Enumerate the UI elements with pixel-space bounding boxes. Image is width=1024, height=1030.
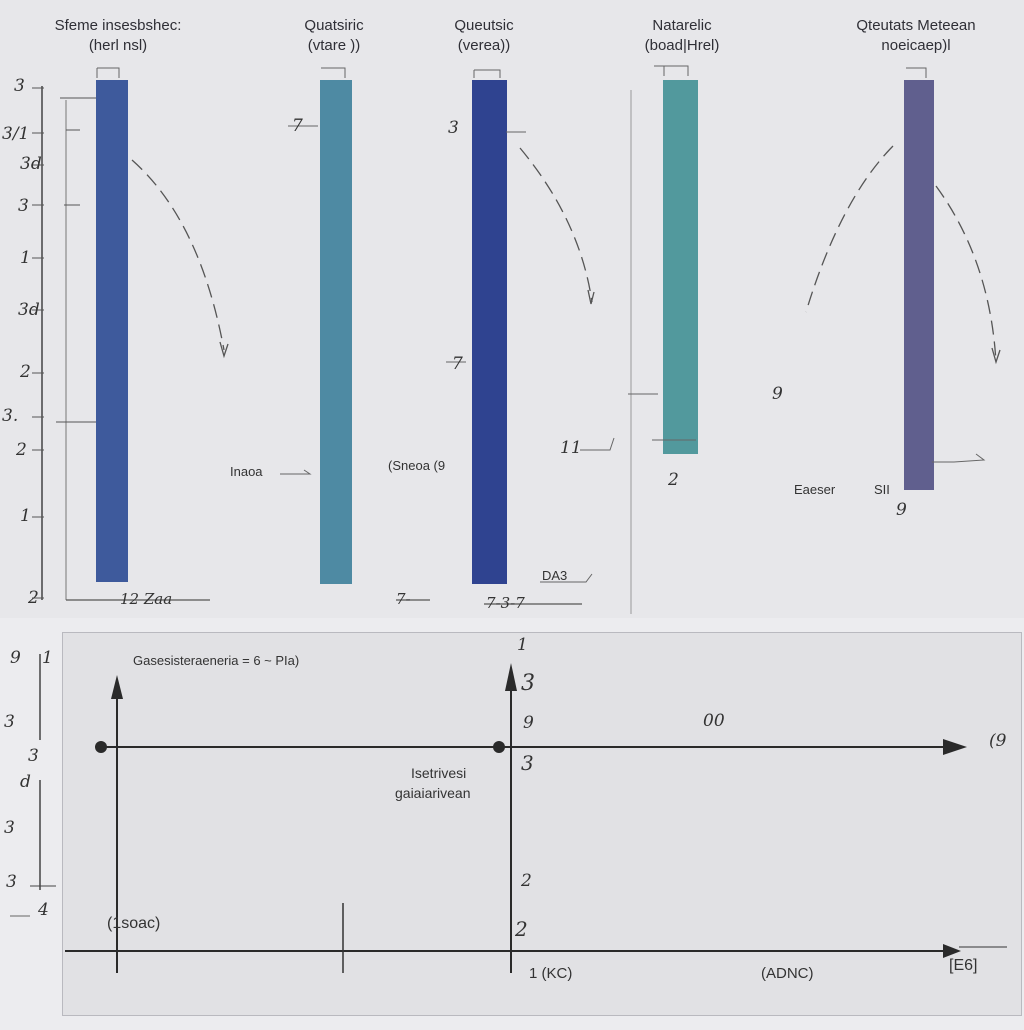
top-bars-svg [32, 65, 1001, 614]
column-5-subtitle: noeicaep)l [881, 37, 951, 54]
bottom-diagram-panel: Gasesisteraeneria = 6 ~ PIa) Isetrivesi … [62, 632, 1022, 1016]
arrowheads [219, 289, 1001, 365]
dashed-arcs [131, 145, 997, 363]
small-annotation: 11 [560, 438, 582, 458]
column-1-header: Sfeme insesbshec: (herl nsl) [28, 16, 208, 56]
left-axis-label: 3d [20, 154, 42, 174]
bottom-annotation: DA3 [542, 568, 568, 583]
left-axis-label: 3 [14, 76, 25, 96]
bottom-mid-label: 1 (KC) [529, 965, 573, 982]
bottom-left-axis-label: 3 [28, 746, 39, 766]
baseline-label-1: 12 Zaa [120, 590, 173, 608]
column-5-title: Qteutats Meteean [856, 17, 976, 34]
left-axis-label: 3d [18, 300, 40, 320]
middle-vertical-arrowhead [505, 663, 517, 691]
bottom-far-label: [E6] [949, 957, 978, 974]
small-annotation: 7 [292, 116, 303, 136]
bottom-left-rulers [10, 654, 56, 917]
bottom-left-axis-label: 3 [4, 712, 15, 732]
bottom-right-label: (ADNC) [761, 965, 814, 982]
far-annotation: (9 [989, 731, 1007, 751]
column-4-subtitle: (boad|Hrel) [644, 37, 720, 54]
marker-3b: 3 [521, 751, 534, 775]
left-axis-label: 3. [2, 406, 19, 426]
bottom-left-axis-label: 3 [6, 872, 17, 892]
marker-label-2: (Sneoa (9 [388, 458, 446, 473]
column-3-title: Queutsic [454, 17, 514, 34]
bottom-left-axis-label: 4 [38, 900, 49, 920]
column-2-title: Quatsiric [304, 17, 364, 34]
left-axis-label: 2 [28, 588, 39, 608]
column-2-subtitle: (vtare )) [307, 37, 361, 54]
upper-mid-dot [493, 741, 505, 753]
baseline-label-3: 7-3-7 [486, 594, 525, 612]
left-axis-label: 3 [18, 196, 29, 216]
column-3-subtitle: (verea)) [457, 37, 511, 54]
marker-label-5b: SII [874, 482, 890, 497]
column-4-title: Natarelic [652, 17, 712, 34]
marker-label-1: Inaoa [230, 464, 263, 479]
bottom-header: Gasesisteraeneria = 6 ~ PIa) [133, 653, 300, 668]
bar-caps [96, 65, 927, 78]
marker-3a: 3 [521, 671, 535, 696]
small-annotation: 7 [452, 354, 463, 374]
marker-label-5: Eaeser [794, 482, 836, 497]
bar-4 [663, 80, 698, 454]
column-5-header: Qteutats Meteean noeicaep)l [826, 16, 1006, 56]
column-1-subtitle: (herl nsl) [88, 37, 148, 54]
bottom-left-axis-label: d [20, 772, 31, 792]
center-label-2: gaiaiarivean [395, 785, 471, 801]
upper-left-dot [95, 741, 107, 753]
bar-5 [904, 80, 934, 490]
bar-4-label: 2 [668, 470, 679, 490]
bar-1 [96, 80, 128, 582]
baseline-arrowhead [943, 944, 961, 958]
small-annotation: 3 [448, 118, 459, 138]
bar-2 [320, 80, 352, 584]
upper-arrowhead [943, 739, 967, 755]
mid-annotation-2: 2 [515, 917, 528, 941]
right-annotation: 00 [703, 711, 725, 731]
bottom-left-axis-label: 9 [10, 648, 21, 668]
bottom-left-axis-label: 1 [42, 648, 53, 668]
left-axis-label: 1 [20, 248, 31, 268]
left-axis-ticks [32, 87, 96, 599]
column-3-header: Queutsic (verea)) [394, 16, 574, 56]
top-chart-panel: Sfeme insesbshec: (herl nsl) Quatsiric (… [2, 16, 1006, 614]
left-axis-label: 2 [16, 440, 27, 460]
bottom-left-axis-label: 3 [4, 818, 15, 838]
left-axis-label: 2 [20, 362, 31, 382]
left-vertical-arrowhead [111, 675, 123, 699]
small-annotation: 9 [896, 500, 907, 520]
baseline-label-2: 7- [396, 590, 411, 608]
small-annotation: 9 [772, 384, 783, 404]
column-1-title: Sfeme insesbshec: [54, 17, 182, 34]
left-axis-label: 1 [20, 506, 31, 526]
bar-3 [472, 80, 507, 584]
marker-9: 9 [523, 713, 534, 733]
column-4-header: Natarelic (boad|Hrel) [592, 16, 772, 56]
top-number: 1 [517, 635, 528, 655]
column-2-header: Quatsiric (vtare )) [244, 16, 424, 56]
leader-lines [280, 125, 986, 583]
left-axis-label: 3/1 [2, 124, 30, 144]
center-label-1: Isetrivesi [411, 765, 467, 781]
bottom-left-label: (1soac) [107, 915, 161, 932]
mid-annotation: 2 [521, 871, 532, 891]
bottom-axes-svg [65, 663, 1007, 973]
